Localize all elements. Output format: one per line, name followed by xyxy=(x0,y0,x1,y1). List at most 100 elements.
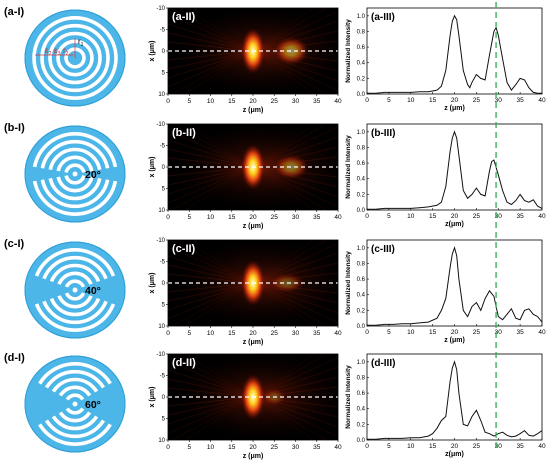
lens-slot-ring xyxy=(48,31,102,85)
map-streak xyxy=(168,369,254,398)
plot-xtick-label: 0 xyxy=(365,329,369,336)
plot-xlabel: z (μm) xyxy=(444,337,465,344)
plot-xtick-label: 10 xyxy=(407,329,415,336)
map-xtick-label: 20 xyxy=(249,330,257,337)
intensity-curve xyxy=(367,14,542,94)
map-xtick-label: 20 xyxy=(249,444,257,451)
map-ytick-label: -5 xyxy=(160,374,166,380)
zone-plate-lens xyxy=(24,355,126,453)
plot-ytick-label: 0.4 xyxy=(357,407,366,413)
map-streak xyxy=(168,41,254,52)
plot-xtick-label: 40 xyxy=(538,97,546,104)
inset-subscript: 2 xyxy=(49,51,52,57)
map-ytick-label: -10 xyxy=(156,6,165,12)
map-panel-label: (d-II) xyxy=(172,357,196,369)
map-ylabel: x (μm) xyxy=(149,40,156,61)
map-streak xyxy=(170,124,254,168)
blocked-sector xyxy=(75,165,125,183)
map-streak xyxy=(168,50,254,61)
map-streak xyxy=(252,50,328,94)
plot-ylabel: Normalized Intensity xyxy=(345,365,352,429)
map-streak xyxy=(252,354,328,398)
plot-ytick-label: 0.4 xyxy=(357,61,366,67)
map-streak xyxy=(170,282,254,326)
lens-panel-label: (d-I) xyxy=(4,352,25,364)
lens-outline xyxy=(24,355,126,453)
inset-subscript: 3 xyxy=(58,51,61,57)
map-xtick-label: 40 xyxy=(334,330,342,337)
intensity-map: 0 5 10 15 20 25 30 35 40 z (μm) -10 -5 0 5 10 x (μm) (a-… xyxy=(149,6,342,114)
map-ytick-label: 0 xyxy=(162,395,166,401)
plot-panel-label: (d-III) xyxy=(371,358,395,369)
map-xtick-label: 30 xyxy=(292,444,300,451)
map-streak xyxy=(252,166,328,210)
map-panel-label: (b-II) xyxy=(172,127,196,139)
map-ylabel: x (μm) xyxy=(149,156,156,177)
plot-xtick-label: 30 xyxy=(495,213,503,220)
plot-xtick-label: 15 xyxy=(429,443,437,450)
angle-label: 60° xyxy=(85,399,101,411)
map-streak xyxy=(168,148,254,168)
plot-xtick-label: 5 xyxy=(387,443,391,450)
lens-outline xyxy=(24,241,126,339)
map-ytick-label: -5 xyxy=(160,28,166,34)
inset-symbol: r1 xyxy=(78,37,84,48)
map-streak xyxy=(252,136,338,168)
plot-ytick-label: 0.4 xyxy=(357,177,366,183)
map-streak xyxy=(168,139,254,168)
map-hotspot xyxy=(273,36,310,66)
map-streak xyxy=(168,282,254,320)
map-streak xyxy=(184,8,254,52)
lens-outline xyxy=(24,125,126,223)
plot-xtick-label: 25 xyxy=(473,213,481,220)
intensity-map: 0 5 10 15 20 25 30 35 40 z (μm) -10 -5 0 5 10 x (μm) (d-… xyxy=(149,352,342,460)
plot-ytick-label: 0.8 xyxy=(357,261,366,267)
plot-ytick-label: 0.2 xyxy=(357,192,366,198)
map-streak xyxy=(168,130,254,168)
map-streak xyxy=(168,378,254,398)
lens-slot-ring xyxy=(40,23,110,93)
blocked-sector xyxy=(25,165,75,183)
plot-ytick-label: 1.0 xyxy=(357,130,366,136)
plot-ytick-label: 0.0 xyxy=(357,324,366,330)
map-streak xyxy=(252,282,315,326)
plot-panel-label: (c-III) xyxy=(371,244,395,255)
map-streak xyxy=(170,50,254,94)
lens-center-dot xyxy=(72,287,78,293)
map-xtick-label: 5 xyxy=(187,214,191,221)
map-xtick-label: 35 xyxy=(313,330,321,337)
map-xtick-label: 20 xyxy=(249,98,257,105)
map-streak xyxy=(252,50,338,92)
plot-ytick-label: 0.6 xyxy=(357,277,366,283)
plot-ytick-label: 0.6 xyxy=(357,161,366,167)
map-ytick-label: 5 xyxy=(162,303,166,309)
panel-row: (b-I) 20° 0 5 10 15 20 25 30 35 40 z (μm) -10 -5 0 5 10 x… xyxy=(4,122,546,230)
map-streak xyxy=(252,282,338,304)
map-ytick-label: -10 xyxy=(156,352,165,358)
blocked-sector xyxy=(75,379,125,429)
lens-slot-ring xyxy=(32,16,118,100)
map-xtick-label: 35 xyxy=(313,444,321,451)
lens-outline xyxy=(24,9,126,107)
map-xtick-label: 30 xyxy=(292,98,300,105)
map-streak xyxy=(252,166,338,208)
intensity-map: 0 5 10 15 20 25 30 35 40 z (μm) -10 -5 0 5 10 x (μm) (b-… xyxy=(149,122,342,230)
map-xtick-label: 35 xyxy=(313,98,321,105)
plot-xtick-label: 25 xyxy=(473,329,481,336)
panel-row: (c-I) 40° 0 5 10 15 20 25 30 35 40 z (μm) -10 -5 0 5 10 x… xyxy=(4,238,546,346)
map-streak xyxy=(252,166,315,210)
map-xtick-label: 0 xyxy=(166,444,170,451)
map-streak xyxy=(168,282,254,311)
map-streak xyxy=(168,282,254,302)
plot-ytick-label: 0.2 xyxy=(357,422,366,428)
map-xtick-label: 30 xyxy=(292,214,300,221)
map-xtick-label: 0 xyxy=(166,214,170,221)
map-xtick-label: 0 xyxy=(166,98,170,105)
inset-subscript: 2 xyxy=(66,51,69,57)
lens-panel-label: (c-I) xyxy=(4,238,25,250)
map-ytick-label: 10 xyxy=(158,208,165,214)
intensity-plot: 0 5 10 15 20 25 30 35 40 z (μm) 0.0 0.2 0.4 0.6 0.8 1.0… xyxy=(345,7,546,112)
map-streak xyxy=(170,396,254,440)
map-streak xyxy=(168,50,254,79)
map-xtick-label: 5 xyxy=(187,98,191,105)
